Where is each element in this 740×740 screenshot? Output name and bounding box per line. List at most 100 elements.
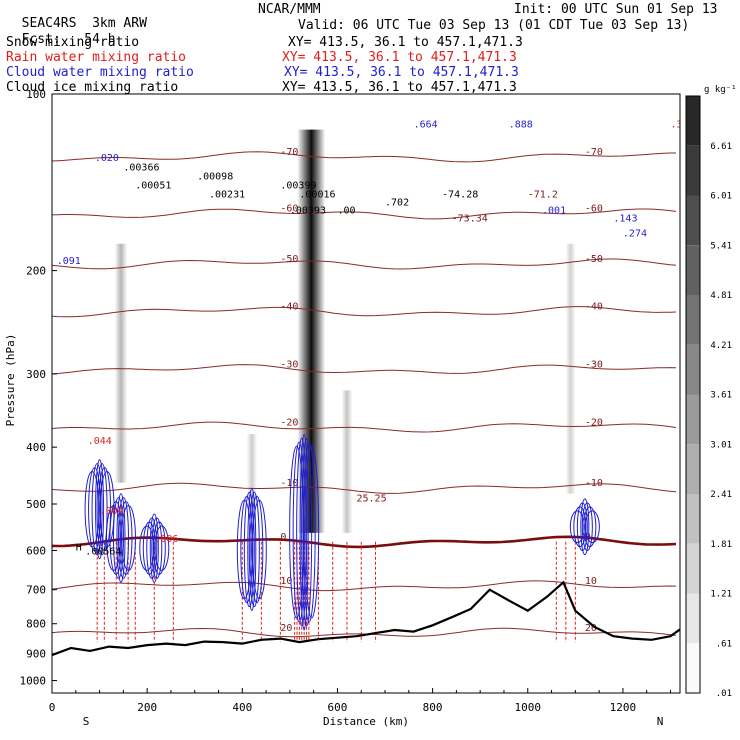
header-fcst: Fcst: 54 h — [6, 19, 116, 47]
isotherm-label: -30 — [280, 360, 298, 371]
cloud-water-contour — [152, 521, 166, 575]
x-tick-label: 600 — [328, 701, 348, 714]
annotation-label: -73.34 — [452, 214, 488, 225]
cloud-water-contour — [304, 445, 320, 619]
colorbar-swatch — [686, 394, 700, 445]
cloud-water-contour — [251, 499, 267, 600]
annotation-label: .00 — [337, 206, 355, 217]
isotherm-line — [52, 306, 677, 318]
isotherm-label: 0 — [585, 532, 591, 543]
field-label-rain: Rain water mixing ratio — [6, 50, 187, 65]
annotation-label: .328 — [670, 119, 694, 130]
colorbar-swatch — [686, 195, 700, 246]
fcst-label: Fcst: — [21, 32, 61, 47]
colorbar-label: 3.01 — [710, 440, 732, 450]
y-tick-label: 400 — [26, 441, 46, 454]
plot-frame — [51, 93, 681, 694]
isotherm-label: -70 — [280, 147, 298, 158]
isotherm-label: -60 — [585, 204, 603, 215]
cloud-water-contour — [112, 497, 124, 579]
annotation-label: -71.2 — [528, 189, 558, 200]
annotation-label: .00366 — [123, 162, 159, 173]
isotherm-label: -10 — [280, 478, 298, 489]
isotherm-label: 20 — [585, 623, 597, 634]
isotherm-line — [52, 208, 677, 220]
x-tick-label: 1000 — [515, 701, 542, 714]
annotation-label: .143 — [613, 214, 637, 225]
colorbar-label: 3.61 — [710, 391, 732, 401]
snow-column — [114, 243, 128, 483]
colorbar-swatch — [686, 145, 700, 196]
x-tick-label: 800 — [423, 701, 443, 714]
colorbar-label: 6.61 — [710, 142, 732, 152]
cloud-water-contour — [154, 525, 170, 571]
end-label-south: S — [83, 715, 90, 728]
y-tick-label: 300 — [26, 368, 46, 381]
header-project-model: SEAC4RS 3km ARW — [6, 3, 147, 31]
colorbar-swatch — [686, 494, 700, 544]
colorbar-swatch — [686, 643, 700, 693]
cloud-water-contour — [583, 506, 597, 548]
isotherm-line — [52, 258, 677, 270]
colorbar-label: .01 — [716, 689, 732, 699]
isotherm-line — [52, 421, 677, 433]
x-tick-label: 0 — [49, 701, 56, 714]
annotation-label: .091 — [57, 256, 81, 267]
y-tick-label: 700 — [26, 584, 46, 597]
colorbar-swatch — [686, 444, 700, 494]
axes: 0 200 400 600 800 1000 12001002003004005006007… — [20, 88, 671, 714]
colorbar-swatch — [686, 543, 700, 594]
cloud-water-contour — [95, 459, 105, 560]
field-label-snow: Snow mixing ratio — [6, 35, 140, 50]
annotation-label: .006 — [154, 534, 178, 545]
isotherm-label: -20 — [585, 417, 603, 428]
colorbar-swatch — [686, 96, 700, 146]
field-xy-cloud-water: XY= 413.5, 36.1 to 457.1,471.3 — [284, 65, 519, 80]
header-center: NCAR/MMM — [258, 2, 321, 17]
y-tick-label: 1000 — [20, 675, 47, 688]
cloud-water-contour — [117, 497, 129, 579]
plot-area: -70 -70 -60 -60 -50 -50 -40 -40 -30 -30 -20 -20 -10 -… — [52, 119, 694, 657]
cloud-water-contour — [296, 437, 308, 627]
colorbar-label: .61 — [716, 639, 732, 649]
annotation-label: .00016 — [299, 189, 335, 200]
annotation-label: 25.25 — [356, 493, 386, 504]
snow-column — [297, 129, 326, 533]
colorbar: 6.61 6.01 5.41 4.81 4.21 3.61 3.01 2.41 1.81 1.21… — [685, 85, 737, 699]
field-xy-rain: XY= 413.5, 36.1 to 457.1,471.3 — [282, 50, 517, 65]
terrain-line — [52, 580, 680, 657]
x-tick-label: 200 — [137, 701, 157, 714]
colorbar-label: 5.41 — [710, 241, 732, 251]
cloud-water-contour — [301, 437, 313, 627]
y-tick-label: 500 — [26, 498, 46, 511]
cloud-water-contour — [584, 510, 600, 544]
annotation-label: .702 — [385, 198, 409, 209]
cloud-water-contour — [120, 505, 136, 571]
annotation-label: .00098 — [197, 172, 233, 183]
isotherm-label: 0 — [280, 532, 286, 543]
annotation-label: .00231 — [209, 189, 245, 200]
y-tick-label: 100 — [26, 88, 46, 101]
isotherm-line — [52, 482, 677, 494]
y-axis-label: Pressure (hPa) — [4, 334, 17, 427]
field-label-cloud-ice: Cloud ice mixing ratio — [6, 80, 179, 95]
annotation-label: .001 — [542, 206, 566, 217]
annotation-label: .004 — [100, 506, 124, 517]
cloud-water-contour — [119, 501, 133, 575]
header-init: Init: 00 UTC Sun 01 Sep 13 — [514, 2, 718, 17]
annotation-label: .00051 — [135, 181, 171, 192]
isotherm-label: -70 — [585, 147, 603, 158]
isotherm-label: 10 — [585, 576, 597, 587]
snow-column — [565, 243, 576, 494]
isotherm-line — [52, 151, 676, 163]
colorbar-label: 6.01 — [710, 192, 732, 202]
y-tick-label: 200 — [26, 265, 46, 278]
annotation-label: .888 — [509, 119, 533, 130]
end-label-north: N — [657, 715, 664, 728]
project-name: SEAC4RS — [21, 16, 77, 31]
cloud-water-contour — [151, 517, 163, 579]
annotation-label: .044 — [88, 436, 112, 447]
annotation-label: H — [76, 542, 82, 553]
y-tick-label: 900 — [26, 648, 46, 661]
